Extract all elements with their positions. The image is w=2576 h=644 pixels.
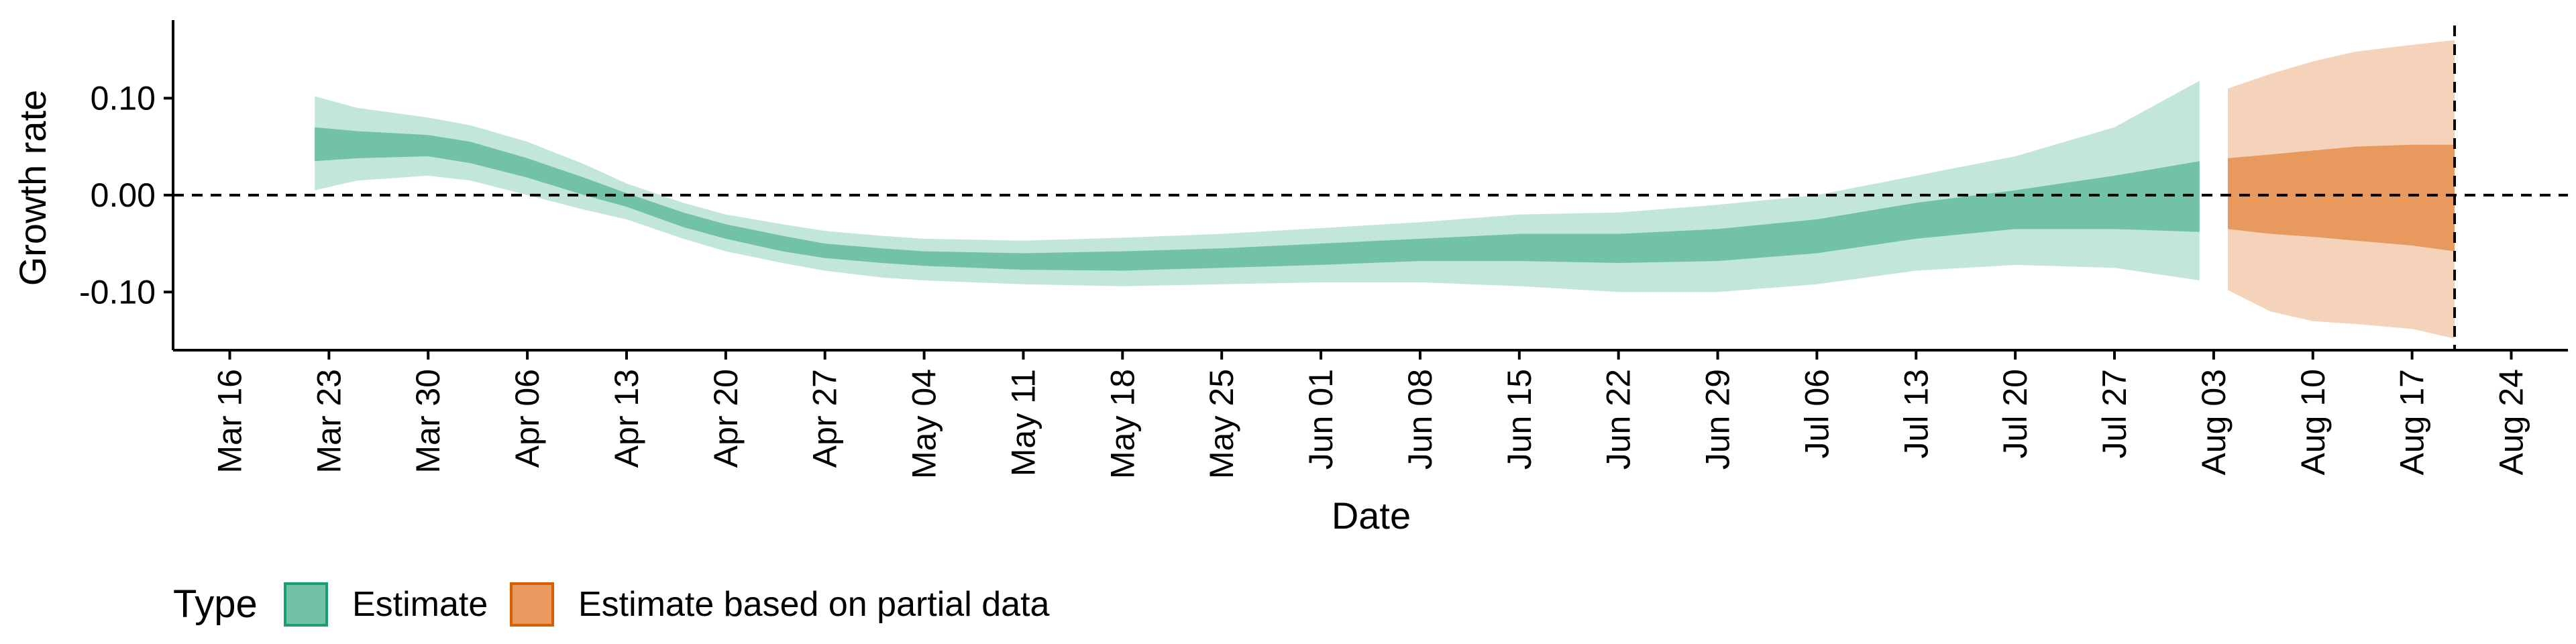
legend-label-partial: Estimate based on partial data bbox=[578, 585, 1050, 624]
x-tick-label: May 25 bbox=[1203, 369, 1240, 479]
x-tick-label: Jun 08 bbox=[1401, 369, 1439, 470]
x-tick-label: Apr 20 bbox=[707, 369, 745, 468]
x-tick-label: Jul 13 bbox=[1897, 369, 1935, 458]
x-tick-label: Jun 15 bbox=[1501, 369, 1538, 470]
x-tick-label: May 11 bbox=[1005, 369, 1042, 476]
x-tick-label: Mar 23 bbox=[310, 369, 347, 474]
x-tick-label: Jul 20 bbox=[1996, 369, 2034, 458]
x-tick-label: Jun 22 bbox=[1600, 369, 1638, 470]
x-tick-label: Jul 06 bbox=[1798, 369, 1835, 458]
x-axis-title: Date bbox=[1332, 494, 1411, 537]
legend: Type Estimate Estimate based on partial … bbox=[173, 582, 1050, 627]
axes bbox=[172, 20, 2568, 352]
x-tick-label: May 04 bbox=[906, 369, 943, 479]
x-tick-label: Aug 03 bbox=[2195, 369, 2233, 475]
x-tick-label: Mar 30 bbox=[409, 369, 447, 474]
x-tick-label: Apr 06 bbox=[508, 369, 546, 468]
y-axis-title: Growth rate bbox=[11, 90, 54, 286]
y-tick-label: 0.10 bbox=[91, 79, 156, 117]
x-tick-label: Aug 24 bbox=[2493, 369, 2530, 475]
y-tick-label: 0.00 bbox=[91, 176, 156, 214]
legend-key-partial bbox=[510, 582, 554, 627]
x-tick-label: May 18 bbox=[1104, 369, 1141, 479]
partial-inner-band bbox=[2228, 144, 2455, 252]
x-tick-label: Jun 01 bbox=[1302, 369, 1340, 470]
x-tick-label: Aug 17 bbox=[2394, 369, 2431, 475]
x-tick-label: Apr 27 bbox=[806, 369, 844, 468]
x-tick-label: Aug 10 bbox=[2294, 369, 2332, 475]
x-tick-label: Jul 27 bbox=[2096, 369, 2133, 458]
estimate-inner-band bbox=[315, 127, 2200, 271]
y-tick-label: -0.10 bbox=[79, 273, 156, 311]
x-tick-label: Mar 16 bbox=[211, 369, 249, 474]
legend-label-estimate: Estimate bbox=[352, 585, 488, 624]
legend-title: Type bbox=[173, 582, 258, 626]
x-tick-label: Apr 13 bbox=[608, 369, 645, 468]
plot-area bbox=[173, 25, 2568, 350]
legend-key-estimate bbox=[284, 582, 328, 627]
x-tick-label: Jun 29 bbox=[1699, 369, 1737, 470]
ticks: 0.10 0.00 -0.10 Mar 16 Mar 23 Mar 30 Apr 06 Apr… bbox=[79, 79, 2530, 479]
